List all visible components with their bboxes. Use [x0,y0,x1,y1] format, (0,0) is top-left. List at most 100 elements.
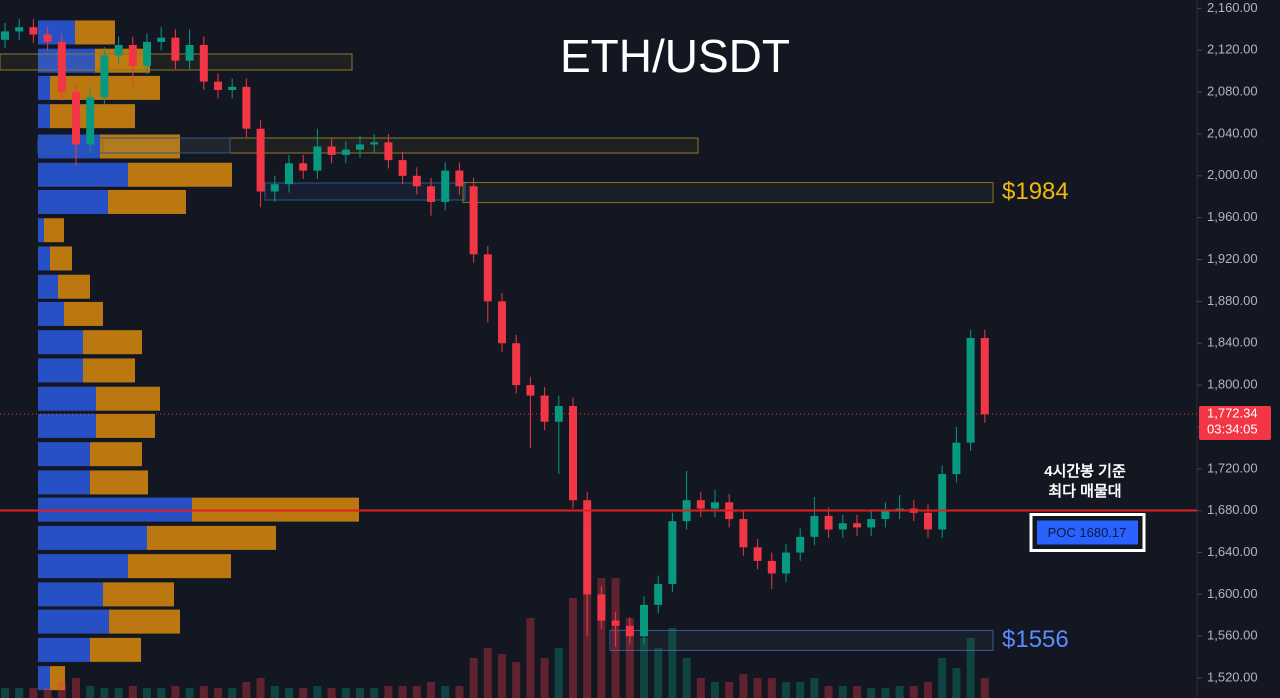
level-label: $1556 [1002,626,1069,653]
volume-bar [696,678,705,698]
profile-buy [38,442,90,467]
candle-body [483,254,492,302]
poc-frame [1029,513,1146,553]
volume-bar [214,688,222,698]
volume-bar [824,686,833,698]
volume-bar [242,682,251,698]
chart-title: ETH/USDT [560,30,790,82]
volume-bar [256,678,265,698]
volume-bar [924,682,932,698]
candle-body [810,515,819,537]
candle-body [540,395,549,422]
y-tick-label: 1,680.00 [1207,502,1258,517]
candle-body [43,34,52,42]
volume-bar [72,678,80,698]
profile-sell [108,189,186,214]
volume-bar [483,648,492,698]
volume-bar [767,678,776,698]
candle-body [753,547,762,561]
candle-body [625,625,634,637]
candle-body [171,37,180,61]
candle-body [824,515,833,530]
candle-body [782,552,790,574]
candle-body [739,519,748,548]
candle-body [100,55,109,98]
y-tick-label: 1,560.00 [1207,628,1258,643]
y-tick-label: 2,160.00 [1207,0,1258,15]
volume-bar [299,688,308,698]
candle-body [285,163,293,185]
volume-bar [711,682,719,698]
candle-body [1,31,9,40]
profile-buy [38,470,90,495]
y-tick-label: 1,800.00 [1207,377,1258,392]
candle-body [356,144,364,150]
y-tick-label: 2,120.00 [1207,42,1258,57]
volume-bar [313,686,322,698]
candle-body [15,27,24,32]
candle-body [526,385,535,396]
volume-bar [796,682,805,698]
volume-bar [853,686,861,698]
volume-bar [498,654,506,698]
y-tick-label: 1,720.00 [1207,460,1258,475]
candle-body [455,170,464,187]
volume-bar [895,686,904,698]
y-tick-label: 1,520.00 [1207,670,1258,685]
y-tick-label: 1,600.00 [1207,586,1258,601]
volume-bar [228,688,237,698]
volume-bar [938,658,947,698]
volume-bar [469,658,478,698]
volume-bar [341,688,350,698]
candle-body [228,86,237,90]
volume-bar [640,638,648,698]
volume-bar [455,686,464,698]
volume-bar [867,688,876,698]
profile-sell [90,470,148,495]
profile-sell [128,162,232,187]
volume-bar [739,674,748,698]
profile-buy [38,246,50,271]
volume-bar [270,686,279,698]
y-tick-label: 2,080.00 [1207,84,1258,99]
volume-bar [512,662,521,698]
candle-body [838,523,847,530]
volume-bar [682,658,691,698]
volume-bars [1,530,989,698]
candle-body [711,502,719,509]
profile-sell [147,525,276,550]
candle-body [256,128,265,192]
profile-buy [38,104,50,129]
volume-bar [128,686,137,698]
profile-buy [38,386,96,411]
candle-body [412,175,421,187]
volume-bar [384,686,393,698]
poc-box [1037,520,1138,545]
profile-sell [83,358,135,383]
candle-body [72,92,80,145]
volume-bar [15,688,24,698]
profile-sell [50,246,72,271]
y-tick-label: 1,640.00 [1207,544,1258,559]
profile-sell [109,609,180,634]
candle-body [128,44,137,66]
profile-buy [38,666,50,691]
profile-buy [38,358,83,383]
profile-buy [38,582,103,607]
candle-body [583,500,592,595]
volume-bar [356,688,364,698]
candle-body [881,510,890,520]
profile-sell [44,218,64,243]
volume-bar [526,618,535,698]
volume-bar [597,578,606,698]
volume-bar [398,686,407,698]
level-zone [462,182,994,204]
volume-bar [569,598,577,698]
candle-body [966,338,975,443]
profile-buy [38,162,128,187]
y-tick-label: 1,840.00 [1207,335,1258,350]
candle-body [114,44,123,56]
profile-buy [38,189,108,214]
candle-body [384,142,393,161]
